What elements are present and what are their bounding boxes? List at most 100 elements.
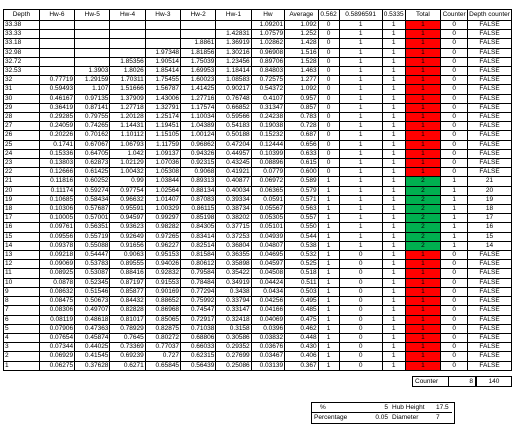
cell: 0.50188 bbox=[215, 130, 252, 141]
cell: 0.89555 bbox=[109, 259, 146, 270]
header-cell: Hw-3 bbox=[144, 9, 182, 21]
header-cell: Hw-5 bbox=[74, 9, 111, 21]
cell: 0.550 bbox=[284, 222, 319, 233]
cell: 0.20226 bbox=[38, 130, 76, 141]
total-cell: 2 bbox=[404, 231, 442, 242]
data-row: 13 0.09218 0.54447 0.9063 0.95153 0.81584 0.36… bbox=[3, 250, 512, 261]
cell: FALSE bbox=[467, 167, 512, 178]
cell: 0 bbox=[440, 332, 469, 344]
cell: 0.50673 bbox=[74, 296, 111, 307]
cell: 0.430 bbox=[284, 342, 319, 353]
cell: 1 bbox=[381, 240, 406, 252]
cell: 0.04807 bbox=[250, 240, 286, 252]
cell: FALSE bbox=[467, 121, 512, 132]
cell: 0.88416 bbox=[109, 268, 146, 279]
cell: 0.99297 bbox=[144, 213, 182, 224]
cell: 1.56787 bbox=[144, 84, 182, 95]
cell: 1 bbox=[381, 185, 406, 196]
cell: 0 bbox=[440, 121, 469, 132]
cell: FALSE bbox=[467, 286, 512, 298]
cell: 0.58434 bbox=[74, 194, 111, 206]
cell bbox=[38, 56, 76, 68]
cell: 0.04069 bbox=[250, 314, 286, 325]
cell: 20 bbox=[3, 185, 40, 196]
cell: 0.571 bbox=[284, 194, 319, 206]
cell: 0.92832 bbox=[144, 268, 182, 279]
cell: 0.69239 bbox=[109, 351, 146, 362]
cell: 0.54183 bbox=[215, 121, 252, 132]
cell: 1.463 bbox=[284, 66, 319, 77]
total-cell: 1 bbox=[404, 277, 442, 288]
cell: 0.06929 bbox=[38, 351, 76, 362]
cell: 0.72917 bbox=[180, 314, 217, 325]
cell: 1.516 bbox=[284, 47, 319, 58]
cell: 0.05305 bbox=[250, 213, 286, 224]
data-row: 10 0.0878 0.52345 0.87197 0.91553 0.78484 0.34… bbox=[3, 277, 512, 288]
cell: 0.88652 bbox=[144, 296, 182, 307]
data-row: 32.53 1.3903 1.8026 1.85414 1.69953 1.18414 0.… bbox=[3, 66, 512, 77]
cell: 33.38 bbox=[3, 19, 40, 31]
cell: 1 bbox=[440, 194, 469, 206]
cell: 1 bbox=[381, 139, 406, 150]
cell: 0 bbox=[338, 259, 383, 270]
cell: 1.60023 bbox=[180, 75, 217, 86]
cell: 1 bbox=[440, 204, 469, 215]
cell: 0.72575 bbox=[250, 75, 286, 86]
total-cell: 1 bbox=[404, 148, 442, 160]
cell: 0 bbox=[317, 84, 340, 95]
cell: 0.77719 bbox=[38, 75, 76, 86]
cell: 0 bbox=[440, 29, 469, 40]
cell bbox=[109, 38, 146, 49]
cell: 0 bbox=[440, 268, 469, 279]
cell: 13 bbox=[3, 250, 40, 261]
cell: 0.59493 bbox=[38, 84, 76, 95]
cell: 1 bbox=[381, 121, 406, 132]
cell: 1.428 bbox=[284, 38, 319, 49]
total-cell: 1 bbox=[404, 112, 442, 123]
cell: FALSE bbox=[467, 84, 512, 95]
cell: 0.07906 bbox=[38, 323, 76, 334]
cell: 1 bbox=[381, 296, 406, 307]
cell: 18 bbox=[467, 204, 512, 215]
cell: 16 bbox=[3, 222, 40, 233]
cell: 0.55088 bbox=[74, 240, 111, 252]
cell: FALSE bbox=[467, 268, 512, 279]
cell: 0.89313 bbox=[180, 176, 217, 187]
cell: 1 bbox=[381, 102, 406, 114]
cell: 1.09201 bbox=[250, 19, 286, 31]
data-row: 33.18 1.8861 1.36919 1.02862 1.428 0 1 1 1 0 FALSE bbox=[3, 38, 512, 49]
cell: FALSE bbox=[467, 93, 512, 104]
cell: 0.95153 bbox=[144, 250, 182, 261]
cell: 1 bbox=[381, 222, 406, 233]
cell: 0.51546 bbox=[74, 286, 111, 298]
cell: 0.7645 bbox=[109, 332, 146, 344]
cell: 1 bbox=[381, 47, 406, 58]
cell: 1 bbox=[440, 240, 469, 252]
cell: 0.37628 bbox=[74, 360, 111, 371]
cell: 0.47204 bbox=[215, 139, 252, 150]
cell: 0.87141 bbox=[74, 102, 111, 114]
cell: 0.95591 bbox=[109, 204, 146, 215]
cell bbox=[180, 19, 217, 31]
header-cell: Average bbox=[284, 9, 319, 21]
cell: 1 bbox=[317, 240, 340, 252]
cell: 0.99 bbox=[109, 176, 146, 187]
cell: 0.55719 bbox=[74, 231, 111, 242]
cell: 0.79584 bbox=[180, 268, 217, 279]
cell: 19 bbox=[467, 194, 512, 206]
cell: 0.04256 bbox=[250, 296, 286, 307]
cell: FALSE bbox=[467, 277, 512, 288]
cell: 1 bbox=[381, 286, 406, 298]
cell: 0 bbox=[338, 286, 383, 298]
cell: 9 bbox=[3, 286, 40, 298]
cell: 1 bbox=[381, 268, 406, 279]
cell: 1.252 bbox=[284, 29, 319, 40]
cell: 0.79755 bbox=[74, 112, 111, 123]
data-row: 31 0.59493 1.107 1.51666 1.56787 1.41425 0.902… bbox=[3, 84, 512, 95]
total-cell: 1 bbox=[404, 250, 442, 261]
cell: 0 bbox=[317, 158, 340, 169]
cell: 0.19038 bbox=[250, 121, 286, 132]
cell: 0 bbox=[440, 130, 469, 141]
cell: 24 bbox=[3, 148, 40, 160]
cell: 0.87197 bbox=[109, 277, 146, 288]
